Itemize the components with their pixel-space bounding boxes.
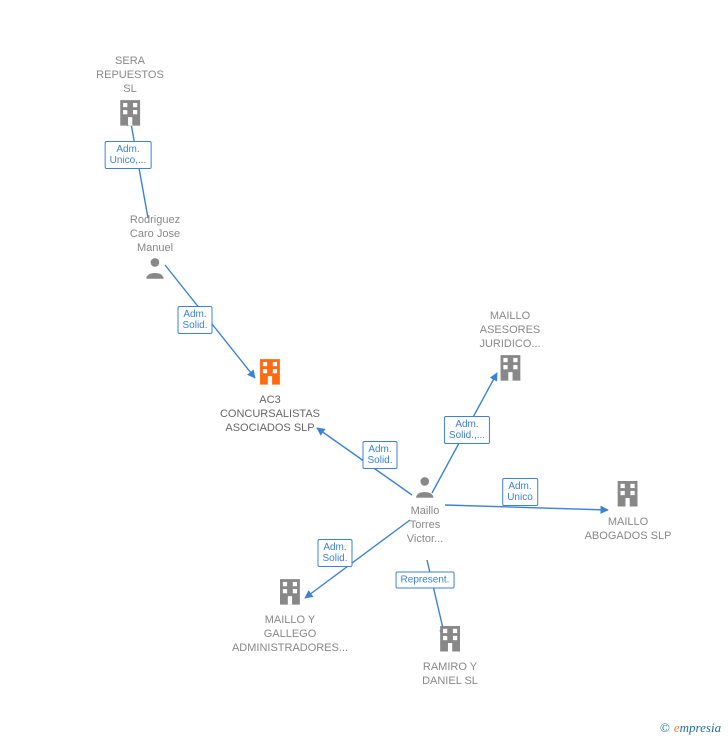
node-ramiro[interactable]: RAMIRO Y DANIEL SL [422, 622, 478, 689]
node-ac3[interactable]: AC3 CONCURSALISTAS ASOCIADOS SLP [220, 355, 320, 435]
building-icon [433, 622, 467, 661]
node-asesores[interactable]: MAILLO ASESORES JURIDICO... [479, 310, 540, 390]
node-label: RAMIRO Y DANIEL SL [422, 661, 478, 689]
edges-layer [0, 0, 728, 740]
node-maillo_p[interactable]: Maillo Torres Victor... [407, 474, 443, 546]
node-label: MAILLO Y GALLEGO ADMINISTRADORES... [232, 614, 348, 655]
node-label: MAILLO ASESORES JURIDICO... [479, 310, 540, 351]
node-rodriguez[interactable]: Rodriguez Caro Jose Manuel [130, 214, 180, 286]
copyright: ©empresia [660, 720, 721, 736]
edge-label[interactable]: Adm. Unico [502, 478, 538, 506]
person-icon [412, 474, 438, 505]
node-label: Rodriguez Caro Jose Manuel [130, 214, 180, 255]
person-icon [142, 255, 168, 286]
brand-rest: mpresia [680, 720, 721, 735]
edge-label[interactable]: Adm. Solid. [362, 441, 397, 469]
node-label: SERA REPUESTOS SL [96, 55, 164, 96]
copyright-symbol: © [660, 720, 674, 735]
node-abogados[interactable]: MAILLO ABOGADOS SLP [585, 477, 672, 544]
building-icon [493, 351, 527, 390]
node-sera[interactable]: SERA REPUESTOS SL [96, 55, 164, 135]
node-label: Maillo Torres Victor... [407, 505, 443, 546]
building-icon [273, 575, 307, 614]
edge-label[interactable]: Adm. Solid. [317, 539, 352, 567]
edge-label[interactable]: Represent. [396, 572, 455, 589]
node-gallego[interactable]: MAILLO Y GALLEGO ADMINISTRADORES... [232, 575, 348, 655]
edge-label[interactable]: Adm. Solid. [177, 306, 212, 334]
network-diagram: SERA REPUESTOS SL Rodriguez Caro Jose Ma… [0, 0, 728, 740]
building-icon [113, 96, 147, 135]
building-icon [253, 355, 287, 394]
node-label: AC3 CONCURSALISTAS ASOCIADOS SLP [220, 394, 320, 435]
building-icon [611, 477, 645, 516]
edge-label[interactable]: Adm. Unico,... [105, 141, 152, 169]
node-label: MAILLO ABOGADOS SLP [585, 516, 672, 544]
edge-label[interactable]: Adm. Solid.,... [444, 416, 490, 444]
